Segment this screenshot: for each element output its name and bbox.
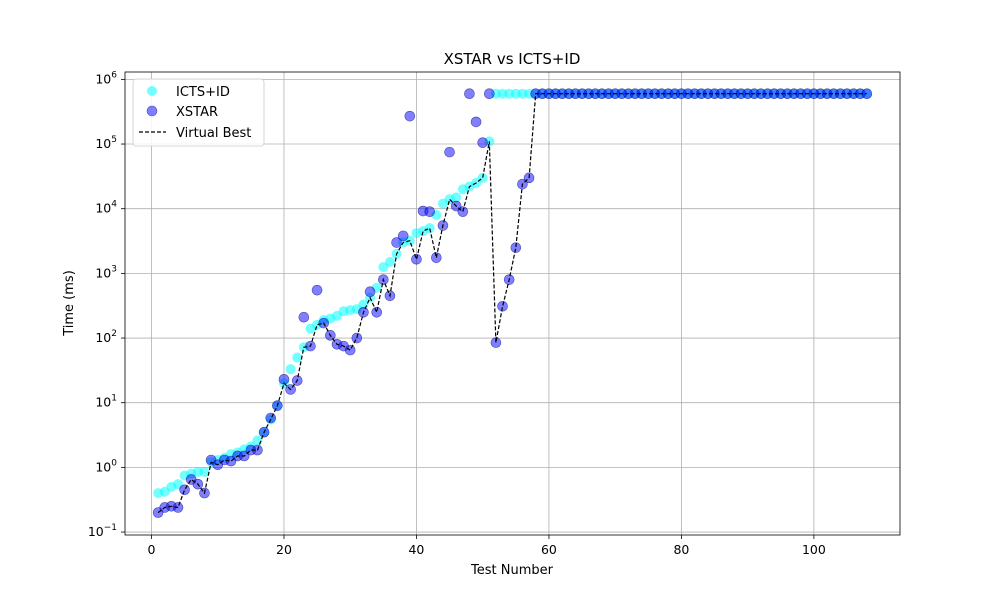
y-tick-label: 102 [95, 329, 117, 345]
legend-label-virtual-best: Virtual Best [176, 126, 251, 141]
xstar-point [497, 300, 508, 312]
x-axis-label: Test Number [470, 563, 554, 578]
y-tick-label-exponent: 5 [111, 135, 117, 145]
icts-id-point [451, 192, 462, 203]
chart-title: XSTAR vs ICTS+ID [444, 50, 581, 68]
y-tick-label: 105 [95, 135, 117, 151]
xstar-point [364, 286, 376, 298]
xstar-point [470, 116, 482, 128]
xstar-point [278, 374, 290, 385]
xstar-point [351, 332, 363, 344]
xstar-point [431, 252, 442, 263]
y-tick-label-exponent: 3 [111, 264, 117, 274]
xstar-point [179, 484, 190, 496]
xstar-point [490, 337, 502, 348]
x-tick-label: 100 [802, 542, 826, 557]
icts-id-point [424, 223, 435, 234]
xstar-point [397, 230, 409, 242]
xstar-point [371, 307, 383, 318]
y-tick-label-base: 10 [95, 136, 111, 151]
y-tick-label: 106 [95, 70, 117, 86]
y-axis-label: Time (ms) [62, 270, 77, 337]
grid [125, 72, 900, 535]
series-icts-id [153, 88, 872, 499]
y-tick-label-exponent: 6 [111, 70, 117, 80]
xstar-point [444, 146, 455, 158]
y-tick-label: 10−1 [88, 523, 117, 539]
x-axis-ticks: 0 20 40 60 80 100 [148, 535, 826, 557]
icts-id-point [285, 364, 296, 375]
xstar-point [344, 344, 356, 356]
y-tick-label-base: 10 [95, 265, 111, 280]
y-tick-label: 101 [95, 394, 117, 410]
x-tick-label: 80 [673, 542, 689, 557]
legend-marker-icts-id [147, 86, 157, 96]
y-tick-label: 103 [95, 264, 117, 280]
y-tick-label-exponent: 0 [111, 458, 117, 468]
x-tick-label: 20 [276, 542, 292, 557]
y-tick-label-exponent: 1 [111, 394, 117, 404]
legend-marker-xstar [146, 105, 158, 117]
xstar-point [265, 412, 277, 424]
y-tick-label-base: 10 [95, 459, 111, 474]
y-tick-label-base: 10 [95, 395, 111, 410]
y-tick-label-exponent: 4 [111, 200, 117, 210]
y-tick-label: 104 [95, 200, 117, 216]
x-tick-label: 0 [148, 542, 156, 557]
icts-id-point [199, 466, 210, 477]
xstar-point [510, 242, 522, 253]
xstar-point [477, 137, 488, 148]
y-tick-label-base: 10 [95, 71, 111, 86]
y-tick-label-base: 10 [88, 524, 104, 539]
xstar-point [424, 206, 436, 217]
icts-id-point [292, 352, 303, 363]
icts-id-point [252, 435, 263, 446]
xstar-point [411, 254, 422, 265]
xstar-point [298, 311, 310, 323]
legend: ICTS+ID XSTAR Virtual Best [132, 78, 265, 147]
icts-id-point [477, 172, 488, 183]
y-tick-label-base: 10 [95, 201, 111, 216]
legend-box [132, 78, 265, 147]
x-tick-label: 60 [541, 542, 557, 557]
y-tick-label-exponent: −1 [104, 523, 117, 533]
x-tick-label: 40 [408, 542, 424, 557]
axes-frame [124, 71, 901, 536]
legend-label-xstar: XSTAR [176, 105, 218, 120]
y-tick-label-exponent: 2 [111, 329, 117, 339]
icts-id-point [384, 256, 395, 267]
xstar-point [391, 237, 402, 248]
xstar-point [484, 88, 495, 100]
virtual-best-line [157, 93, 867, 514]
xstar-point [311, 284, 323, 296]
plot-area [152, 88, 873, 518]
xstar-point [404, 110, 416, 122]
y-tick-label-base: 10 [95, 330, 111, 345]
y-tick-label: 100 [95, 458, 117, 474]
series-xstar [152, 88, 873, 518]
xstar-point [464, 88, 475, 100]
legend-label-icts-id: ICTS+ID [176, 85, 230, 100]
